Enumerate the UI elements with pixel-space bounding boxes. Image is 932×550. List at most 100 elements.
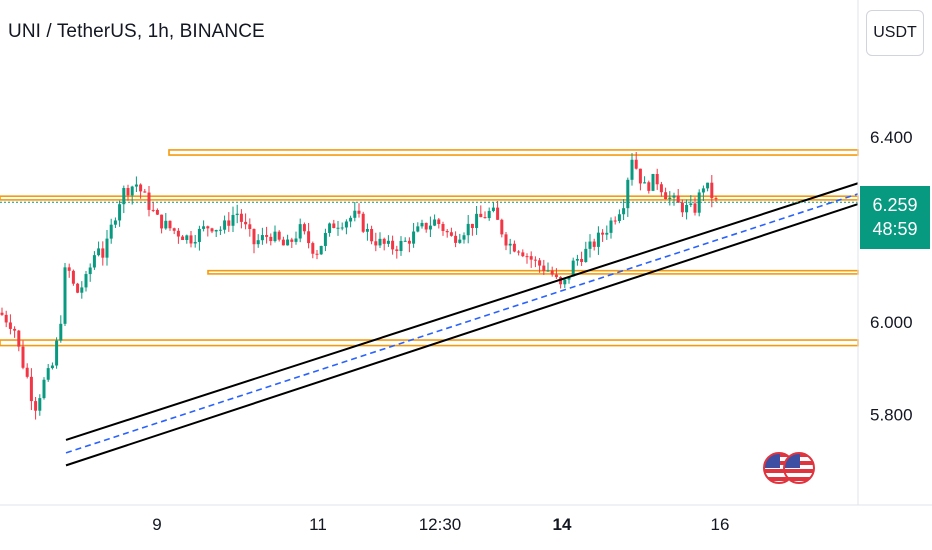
candle-body: [80, 287, 84, 293]
candle-body: [109, 224, 113, 239]
candle-body: [269, 236, 273, 242]
candle-body: [76, 283, 80, 293]
zone-1[interactable]: [168, 149, 859, 156]
candle-body: [197, 228, 201, 242]
candle-body: [626, 179, 630, 209]
candle-body: [71, 270, 75, 284]
candle-body: [391, 240, 395, 250]
candle-body: [491, 207, 495, 211]
candle-body: [378, 238, 382, 246]
candle-body: [357, 210, 361, 214]
candle-body: [34, 401, 38, 411]
candle-body: [328, 223, 332, 233]
candle-body: [407, 240, 411, 244]
candle-body: [344, 221, 348, 228]
currency-label: USDT: [873, 24, 917, 41]
candle-body: [542, 265, 546, 271]
candle-body: [122, 188, 126, 205]
candle-body: [256, 240, 260, 245]
channel-middle-line[interactable]: [65, 193, 859, 454]
candle-body: [185, 235, 189, 240]
candle-body: [176, 230, 180, 237]
candle-body: [59, 323, 63, 341]
candle-body: [67, 267, 71, 271]
candle-body: [105, 238, 109, 258]
candle-body: [554, 274, 558, 278]
candle-body: [260, 235, 264, 241]
time-tick-label: 11: [309, 515, 327, 534]
candle-body: [4, 314, 8, 323]
candle-body: [298, 224, 302, 239]
candle-body: [714, 198, 718, 200]
candle-body: [508, 243, 512, 246]
candle-body: [374, 241, 378, 246]
candle-body: [189, 235, 193, 244]
candle-body: [349, 217, 353, 222]
channel-lower-line[interactable]: [65, 203, 859, 467]
candle-body: [596, 232, 600, 247]
candle-body: [546, 270, 550, 272]
candle-body: [458, 239, 462, 243]
currency-button[interactable]: USDT: [866, 10, 924, 56]
candle-body: [424, 222, 428, 230]
candle-body: [332, 223, 336, 229]
candle-body: [239, 213, 243, 222]
candle-body: [672, 195, 676, 198]
last-price-badge: 6.259 48:59: [860, 186, 930, 249]
candle-body: [307, 231, 311, 244]
candle-body: [218, 229, 222, 231]
candle-body: [139, 184, 143, 192]
candle-body: [63, 267, 67, 324]
candle-body: [538, 260, 542, 266]
zone-3[interactable]: [207, 269, 859, 275]
candle-body: [647, 182, 651, 191]
candle-body: [323, 232, 327, 246]
candle-body: [575, 258, 579, 261]
candle-body: [496, 207, 500, 220]
candle-body: [214, 229, 218, 232]
candle-body: [563, 279, 567, 285]
candle-body: [470, 223, 474, 228]
candle-body: [143, 191, 147, 193]
candle-body: [416, 226, 420, 232]
price-tick-label: 6.000: [870, 313, 913, 332]
candle-body: [462, 235, 466, 240]
candle-body: [605, 232, 609, 235]
candle-body: [584, 248, 588, 262]
candle-body: [634, 159, 638, 169]
time-tick-label: 14: [553, 515, 572, 534]
candle-body: [134, 184, 138, 187]
bar-countdown: 48:59: [872, 219, 918, 239]
candle-body: [0, 312, 4, 315]
zone-2[interactable]: [0, 195, 859, 201]
candle-body: [638, 168, 642, 184]
candle-body: [521, 252, 525, 257]
candle-body: [512, 243, 516, 252]
candle-body: [676, 195, 680, 203]
candle-body: [655, 174, 659, 185]
candle-body: [244, 221, 248, 225]
candle-body: [668, 197, 672, 200]
candle-body: [609, 220, 613, 233]
candle-body: [428, 225, 432, 230]
time-tick-label: 16: [711, 515, 730, 534]
candle-body: [475, 213, 479, 228]
candle-body: [50, 365, 54, 369]
candle-body: [664, 192, 668, 200]
candle-body: [38, 398, 42, 411]
candle-body: [193, 241, 197, 244]
candle-body: [97, 248, 101, 256]
candle-body: [580, 258, 584, 262]
candle-body: [290, 239, 294, 242]
candle-body: [433, 219, 437, 226]
candle-body: [88, 267, 92, 275]
candle-body: [126, 188, 130, 196]
price-tick-label: 6.400: [870, 128, 913, 147]
candle-body: [42, 379, 46, 399]
candle-body: [706, 182, 710, 189]
channel-upper-line[interactable]: [65, 182, 859, 441]
candle-body: [147, 192, 151, 210]
candle-body: [504, 234, 508, 246]
price-axis: 6.400 6.000 5.800: [857, 0, 913, 505]
